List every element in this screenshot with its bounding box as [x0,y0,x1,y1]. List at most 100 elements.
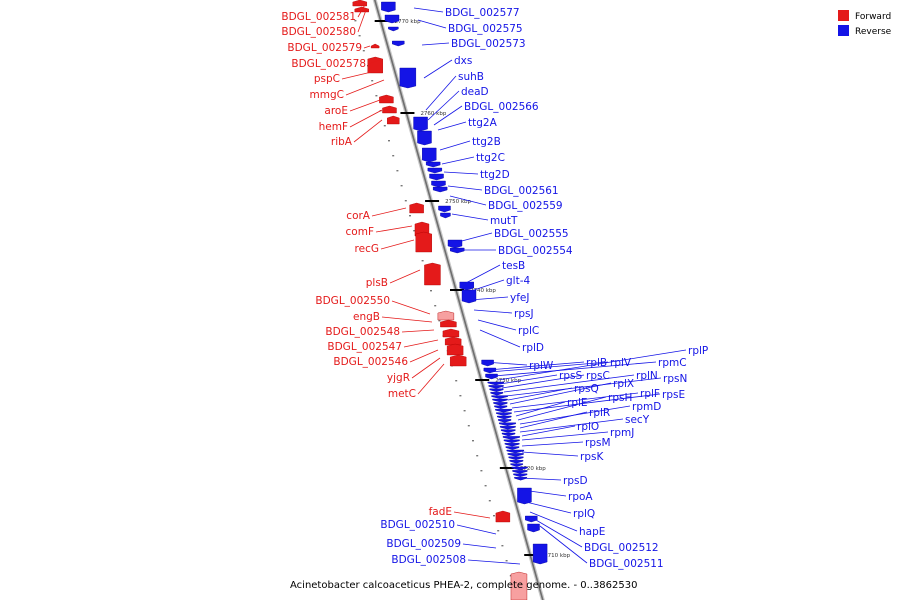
axis-dot [480,470,483,472]
leader-line [517,396,607,421]
reverse-gene-cluster [494,405,508,410]
leader-line [489,361,609,373]
forward-gene-label: recG [355,243,379,255]
reverse-gene [432,186,448,193]
leader-line [521,441,584,447]
kbp-tick-label: 2740 kbp [470,288,496,294]
axis-dot [430,290,432,292]
kbp-tick-label: 2710 kbp [544,553,570,559]
forward-gene-label: aroE [324,105,348,117]
reverse-gene-label: BDGL_002555 [494,228,569,240]
reverse-gene-label: BDGL_002575 [448,23,523,35]
forward-gene [444,336,462,346]
leader-line [353,119,383,143]
axis-dot [488,500,491,502]
reverse-gene-label: rplC [518,325,539,337]
leader-line [467,559,521,565]
leader-line [363,45,371,49]
forward-gene-label: BDGL_002578 [291,58,366,70]
reverse-gene-label: BDGL_002508 [391,554,466,566]
reverse-gene-label: rpmD [632,401,661,413]
leader-line [521,425,576,437]
reverse-gene-label: BDGL_002566 [464,101,539,113]
leader-line [447,185,483,191]
reverse-gene-label: ttg2A [468,117,498,129]
reverse-gene [384,14,400,24]
reverse-gene-cluster [487,381,504,386]
leader-line [367,59,381,65]
leader-line [539,525,588,564]
reverse-gene-label: rpsC [586,370,610,382]
axis-dot [413,230,416,232]
axis-dot [467,425,470,427]
reverse-gene-label: rplB [586,357,607,369]
reverse-gene [517,487,532,505]
legend-reverse-label: Reverse [855,27,892,37]
forward-gene [495,510,511,523]
axis-dot [404,200,407,202]
reverse-gene-label: tesB [502,260,525,272]
reverse-gene [417,130,432,146]
reverse-gene-label: mutT [490,215,518,227]
forward-gene-label: BDGL_002548 [325,326,400,338]
reverse-gene-label: BDGL_002509 [386,538,461,550]
axis-dot [497,530,500,532]
reverse-gene-label: rpsH [608,392,632,404]
forward-gene-label: fadE [429,506,452,518]
reverse-gene [532,543,548,565]
reverse-gene-label: ttg2C [476,152,505,164]
reverse-gene-cluster [499,426,516,430]
leader-line [437,121,467,131]
reverse-gene-label: rplR [589,407,610,419]
reverse-gene-cluster [512,470,528,474]
reverse-gene-label: hapE [579,526,605,538]
reverse-gene-label: rplD [522,342,544,354]
forward-gene [354,6,369,13]
reverse-gene [422,147,437,163]
forward-gene [424,262,441,286]
reverse-gene-cluster [490,392,504,396]
axis-dot [392,155,395,157]
reverse-gene-cluster [513,473,528,478]
leader-line [453,511,491,519]
reverse-gene-label: rplV [610,357,632,369]
reverse-gene-cluster [497,415,512,420]
leader-line [425,75,457,111]
leader-line [451,213,489,221]
reverse-gene-label: rpsM [585,437,611,449]
reverse-gene [431,180,446,188]
reverse-gene [481,359,494,367]
leader-line [375,225,413,233]
leader-line [493,361,657,377]
reverse-gene-label: BDGL_002577 [445,7,520,19]
reverse-gene-label: rpsK [580,451,604,463]
reverse-gene-label: rplO [577,421,599,433]
leader-line [519,477,562,481]
reverse-gene [459,281,474,291]
leader-line [439,140,471,151]
reverse-gene-label: BDGL_002511 [589,558,664,570]
leader-line [525,501,572,514]
forward-gene-label: hemF [319,121,348,133]
leader-line [441,156,475,165]
reverse-gene-cluster [508,456,524,461]
leader-line [417,19,447,29]
reverse-gene-cluster [511,466,528,471]
reverse-gene-label: rpsJ [514,308,534,320]
reverse-gene-cluster [509,460,524,464]
forward-gene [367,56,383,74]
reverse-gene-label: rpmJ [610,427,634,439]
axis-dot [400,185,403,187]
leader-line [519,411,588,429]
reverse-gene-label: rpsD [563,475,588,487]
axis-dot [409,215,411,217]
axis-dot [354,20,357,22]
reverse-gene-cluster [496,412,512,416]
axis-dot [388,140,390,142]
reverse-gene-label: rplP [688,345,708,357]
leader-line [503,374,635,393]
reverse-gene-cluster [504,443,520,447]
leader-line [456,524,497,535]
